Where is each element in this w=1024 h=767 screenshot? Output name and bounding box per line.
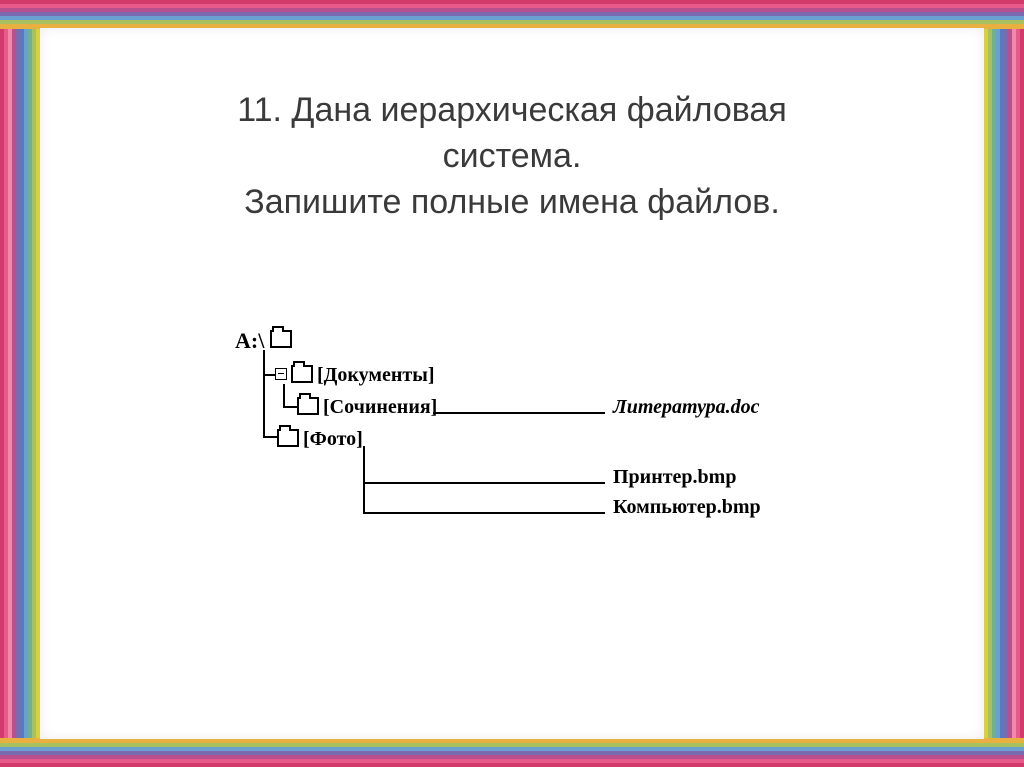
folder-icon <box>270 330 292 348</box>
tree-folder-documents: [Документы] <box>275 364 435 387</box>
tree-line <box>363 446 365 512</box>
file-connector <box>433 412 605 414</box>
tree-root: A:\ <box>235 328 296 354</box>
title-line-2: система. <box>40 134 984 180</box>
file-connector <box>363 512 605 514</box>
folder-icon <box>297 397 319 415</box>
border-top <box>0 0 1024 28</box>
folder-label: [Документы] <box>317 364 435 386</box>
file-label: Принтер.bmp <box>613 466 736 488</box>
folder-label: [Сочинения] <box>323 396 437 418</box>
border-left <box>0 0 40 767</box>
file-printer: Принтер.bmp <box>613 466 736 489</box>
file-label: Литература.doc <box>613 396 760 418</box>
border-bottom <box>0 739 1024 767</box>
border-right <box>984 0 1024 767</box>
file-connector <box>363 482 605 484</box>
tree-folder-essays: [Сочинения] <box>297 396 437 419</box>
folder-label: [Фото] <box>303 428 363 450</box>
slide-frame: 11. Дана иерархическая файловая система.… <box>0 0 1024 767</box>
title-line-1: 11. Дана иерархическая файловая <box>40 88 984 134</box>
file-computer: Компьютер.bmp <box>613 496 761 519</box>
tree-line <box>263 374 275 376</box>
slide-title: 11. Дана иерархическая файловая система.… <box>40 88 984 226</box>
tree-line <box>263 350 265 436</box>
folder-icon <box>291 365 313 383</box>
drive-label: A:\ <box>235 328 264 354</box>
tree-folder-photo: [Фото] <box>277 428 363 451</box>
slide-content: 11. Дана иерархическая файловая система.… <box>40 28 984 739</box>
tree-line <box>283 384 285 406</box>
file-tree: A:\ [Документы] [Сочинения] [Фото] <box>235 328 795 588</box>
expand-icon <box>275 368 287 380</box>
tree-line <box>263 436 277 438</box>
file-label: Компьютер.bmp <box>613 496 761 518</box>
file-literature: Литература.doc <box>613 396 760 419</box>
tree-line <box>283 406 297 408</box>
folder-icon <box>277 429 299 447</box>
title-line-3: Запишите полные имена файлов. <box>40 180 984 226</box>
